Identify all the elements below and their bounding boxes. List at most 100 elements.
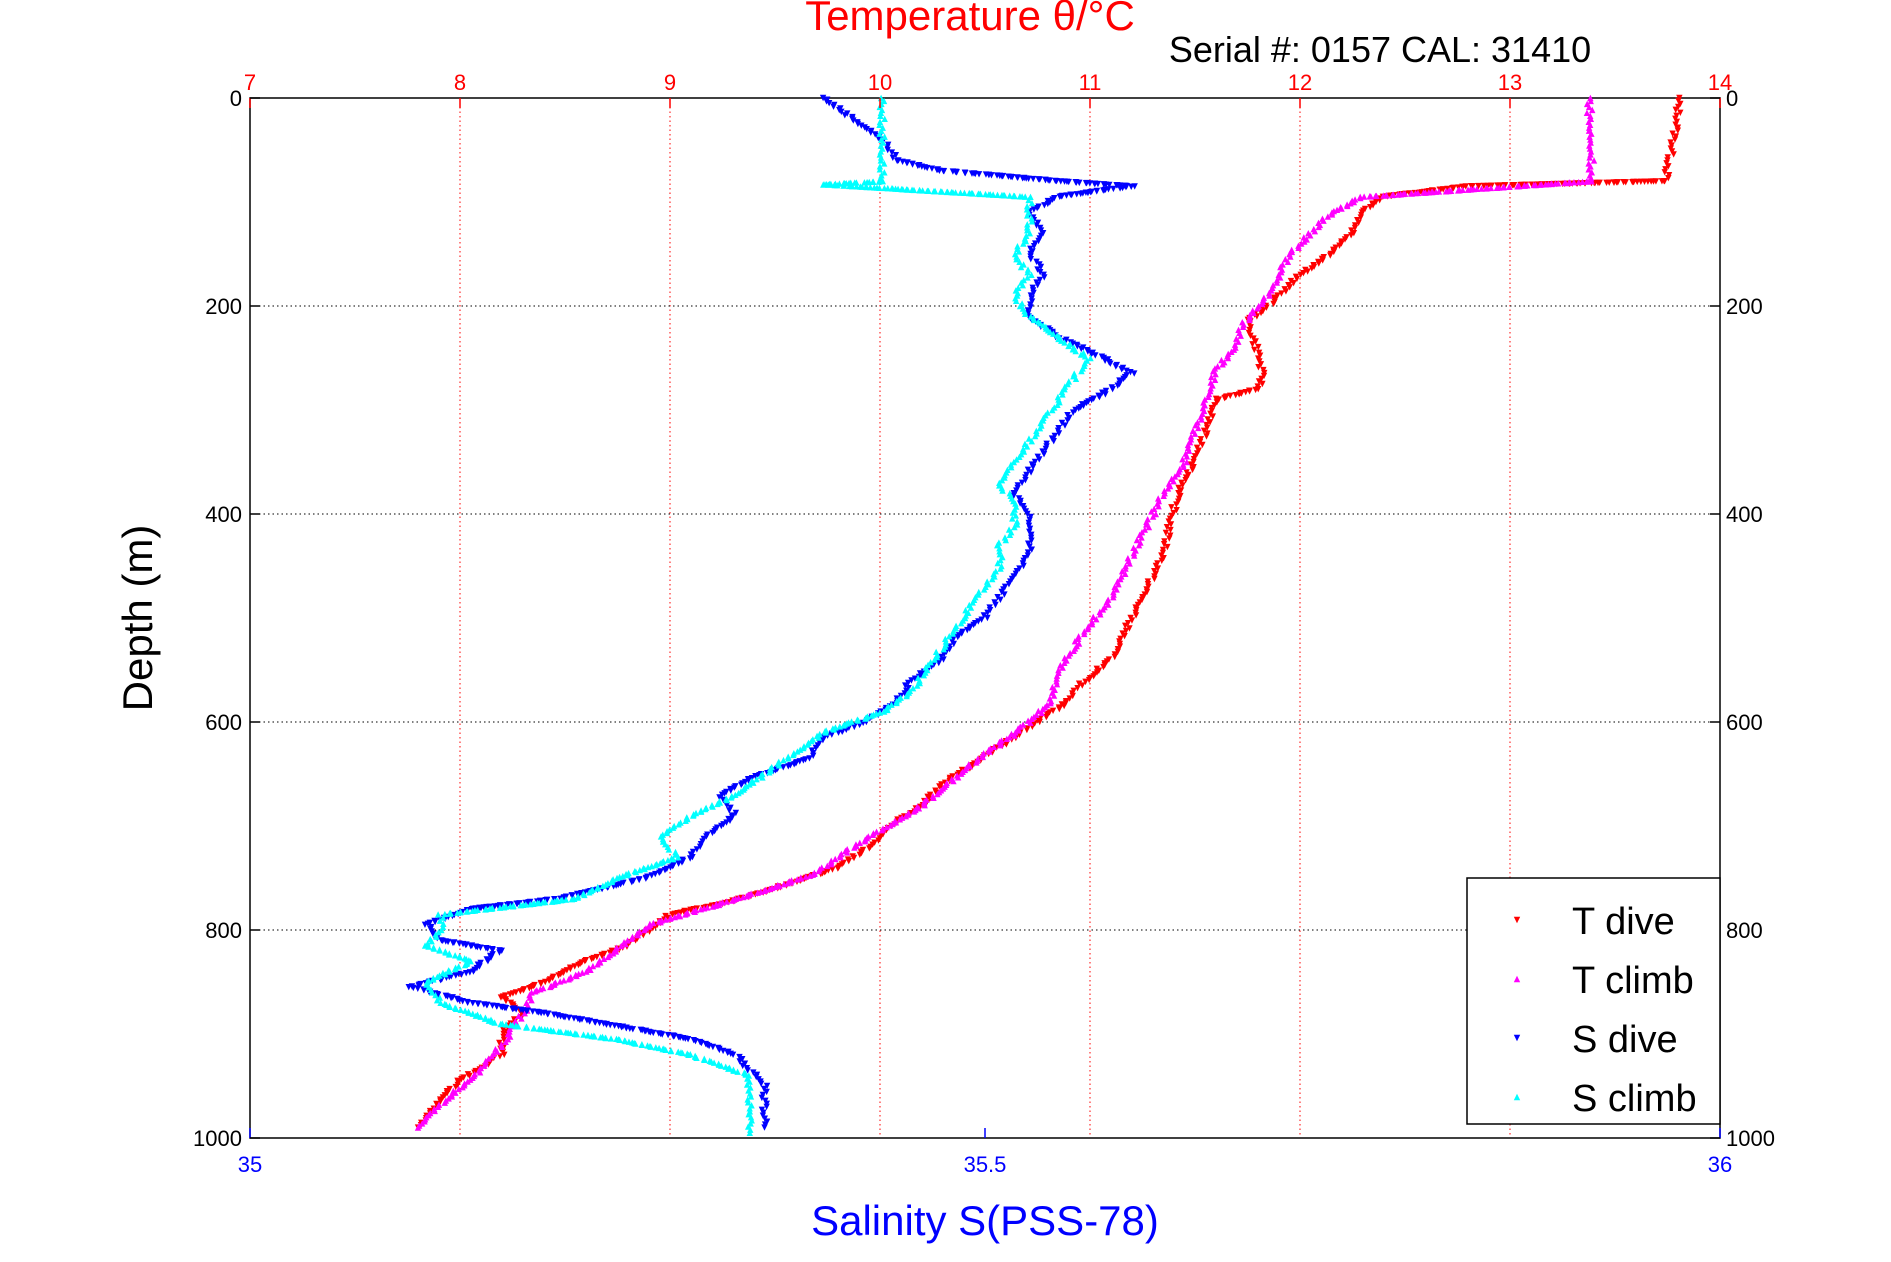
data-point <box>536 899 543 907</box>
data-point <box>996 547 1003 555</box>
data-point <box>970 621 977 629</box>
data-point <box>931 656 938 663</box>
data-point <box>573 1030 580 1038</box>
data-point <box>1016 500 1024 507</box>
data-point <box>469 1010 476 1017</box>
data-point <box>428 989 436 996</box>
data-point <box>1449 185 1457 192</box>
data-point <box>979 753 987 761</box>
data-point <box>880 708 888 715</box>
data-point <box>702 805 709 813</box>
data-point <box>652 861 659 869</box>
data-point <box>1050 330 1057 337</box>
data-point <box>483 1002 491 1009</box>
data-point <box>785 755 792 762</box>
data-point <box>737 781 745 789</box>
data-point <box>1061 659 1068 666</box>
tick-label-top: 11 <box>1079 70 1102 95</box>
data-point <box>1023 726 1031 734</box>
data-point <box>1270 300 1277 308</box>
data-point <box>902 812 910 820</box>
data-point <box>573 972 580 980</box>
data-point <box>502 1005 510 1012</box>
data-point <box>810 752 817 759</box>
data-point <box>875 837 882 844</box>
data-point <box>1164 485 1172 492</box>
chart-title: Temperature θ/°C <box>805 0 1135 39</box>
data-point <box>1036 269 1044 276</box>
tick-label-top: 13 <box>1498 70 1522 95</box>
data-point <box>1033 427 1040 434</box>
data-point <box>1028 537 1035 544</box>
data-point <box>1327 252 1334 259</box>
data-point <box>1023 202 1031 210</box>
data-point <box>1114 648 1121 655</box>
data-point <box>1023 443 1031 450</box>
data-point <box>1028 215 1035 222</box>
data-point <box>1100 663 1107 671</box>
data-point <box>594 885 601 892</box>
data-point <box>1073 191 1080 198</box>
data-point <box>876 184 883 191</box>
data-point <box>1208 373 1215 381</box>
data-point <box>732 791 739 798</box>
data-point <box>1259 380 1266 388</box>
data-point <box>1671 136 1679 143</box>
data-point <box>1152 510 1160 518</box>
data-point <box>624 871 632 879</box>
data-point <box>1001 591 1008 598</box>
data-point <box>634 932 642 939</box>
data-point <box>1078 345 1085 353</box>
data-point <box>1207 385 1214 392</box>
data-point <box>1019 282 1026 289</box>
data-point <box>854 120 862 128</box>
data-point <box>446 968 453 975</box>
data-point <box>1016 258 1023 265</box>
data-point <box>759 774 766 781</box>
data-point <box>1072 347 1079 355</box>
data-point <box>449 939 457 947</box>
data-point <box>986 748 993 755</box>
data-point <box>1138 534 1145 541</box>
data-point <box>1135 542 1143 549</box>
data-point <box>802 873 810 880</box>
data-point <box>727 794 735 801</box>
data-point <box>592 1019 599 1026</box>
data-point <box>1099 389 1106 396</box>
data-point <box>515 1023 522 1030</box>
data-point <box>997 556 1004 564</box>
data-point <box>734 1068 741 1075</box>
data-point <box>493 1048 501 1055</box>
data-point <box>940 646 947 653</box>
data-point <box>1024 466 1032 473</box>
data-point <box>600 955 608 962</box>
data-point <box>723 898 730 905</box>
data-point <box>877 154 885 161</box>
data-point <box>1006 531 1014 538</box>
data-point <box>1583 109 1591 117</box>
data-point <box>452 1005 460 1012</box>
data-point <box>523 1024 530 1031</box>
data-point <box>843 849 851 856</box>
data-point <box>1347 200 1354 207</box>
data-point <box>1105 601 1112 608</box>
data-point <box>1011 192 1018 200</box>
data-point <box>555 972 562 979</box>
data-point <box>1093 188 1100 195</box>
tick-label-depth-left: 600 <box>205 710 242 735</box>
data-point <box>880 97 888 105</box>
data-point <box>430 945 438 952</box>
tick-label-top: 10 <box>868 70 892 95</box>
data-point <box>1065 178 1072 186</box>
data-point <box>1027 469 1035 476</box>
data-point <box>675 860 682 867</box>
data-point <box>1122 565 1129 572</box>
tick-label-top: 14 <box>1708 70 1732 95</box>
data-point <box>841 112 849 119</box>
data-point <box>485 1055 492 1062</box>
data-point <box>589 962 597 970</box>
data-point <box>1133 536 1141 544</box>
data-point <box>881 115 888 122</box>
data-point <box>930 187 938 195</box>
data-point <box>1034 282 1041 289</box>
